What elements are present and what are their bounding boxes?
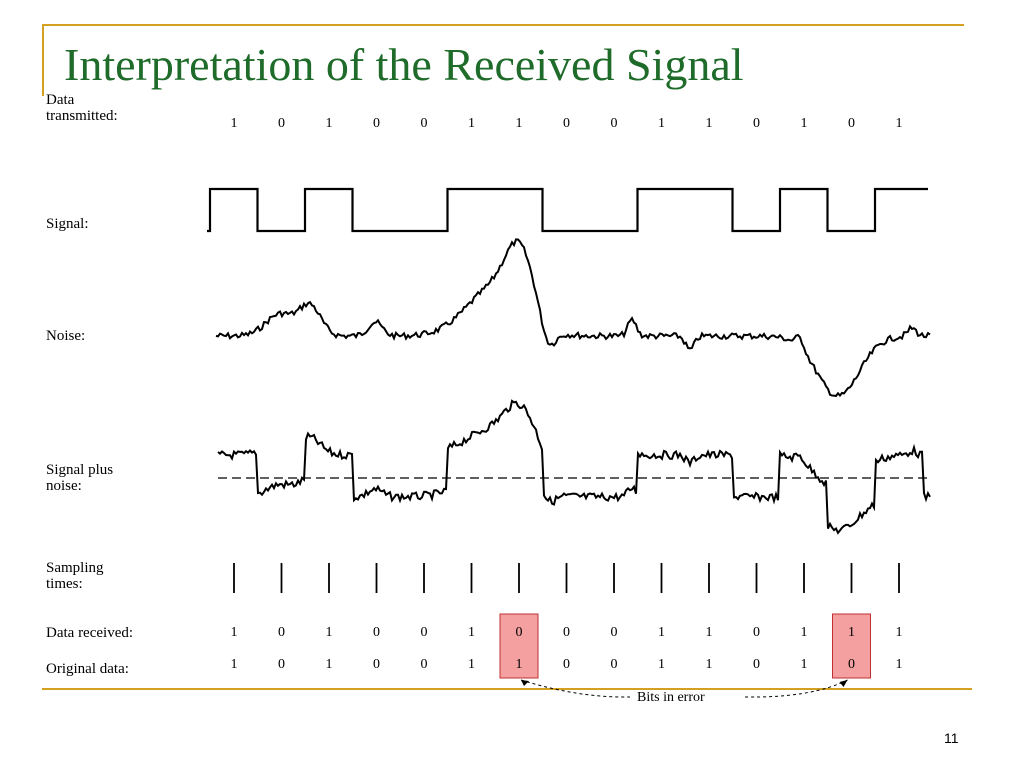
left-accent-rule bbox=[42, 24, 44, 96]
error-arrowhead-left bbox=[521, 680, 529, 686]
transmitted-bit-7: 0 bbox=[563, 116, 570, 131]
slide-title: Interpretation of the Received Signal bbox=[64, 39, 744, 90]
transmitted-bit-6: 1 bbox=[516, 116, 523, 131]
received-bit-12: 1 bbox=[801, 625, 808, 640]
original-bit-0: 1 bbox=[231, 657, 238, 672]
received-bit-13: 1 bbox=[848, 625, 855, 640]
label-data-transmitted: Data transmitted: bbox=[46, 92, 118, 124]
error-boxes bbox=[499, 613, 871, 679]
error-arrow-left bbox=[520, 679, 631, 698]
received-bit-4: 0 bbox=[421, 625, 428, 640]
original-bit-5: 1 bbox=[468, 657, 475, 672]
transmitted-bit-3: 0 bbox=[373, 116, 380, 131]
noise-waveform bbox=[215, 238, 931, 398]
label-signal-plus-noise: Signal plus noise: bbox=[46, 462, 113, 494]
transmitted-bit-4: 0 bbox=[421, 116, 428, 131]
received-bit-10: 1 bbox=[706, 625, 713, 640]
label-signal-plus-noise-line2: noise: bbox=[46, 478, 82, 494]
error-box-1 bbox=[832, 613, 871, 679]
bottom-accent-rule bbox=[42, 688, 972, 690]
original-bit-11: 0 bbox=[753, 657, 760, 672]
error-arrowhead-right bbox=[839, 680, 848, 687]
label-original-data: Original data: bbox=[46, 661, 129, 677]
transmitted-bit-14: 1 bbox=[896, 116, 903, 131]
received-bit-5: 1 bbox=[468, 625, 475, 640]
original-bit-2: 1 bbox=[326, 657, 333, 672]
received-bit-3: 0 bbox=[373, 625, 380, 640]
signal-plus-noise-line bbox=[217, 399, 931, 535]
label-data-received: Data received: bbox=[46, 625, 134, 641]
transmitted-bit-8: 0 bbox=[611, 116, 618, 131]
original-bit-4: 0 bbox=[421, 657, 428, 672]
label-noise: Noise: bbox=[46, 328, 86, 344]
label-sampling-times-line2: times: bbox=[46, 576, 83, 592]
error-box-0 bbox=[499, 613, 539, 679]
row-data-transmitted: 1 0 1 0 0 1 1 0 0 1 1 0 1 0 1 bbox=[231, 116, 903, 131]
received-bit-6: 0 bbox=[516, 625, 523, 640]
transmitted-bit-11: 0 bbox=[753, 116, 760, 131]
transmitted-bit-2: 1 bbox=[326, 116, 333, 131]
error-arrows bbox=[520, 679, 848, 698]
received-bit-7: 0 bbox=[563, 625, 570, 640]
label-sampling-times: Sampling times: bbox=[46, 560, 104, 592]
original-bit-3: 0 bbox=[373, 657, 380, 672]
original-bit-8: 0 bbox=[611, 657, 618, 672]
label-sampling-times-line1: Sampling bbox=[46, 560, 104, 576]
transmitted-bit-10: 1 bbox=[706, 116, 713, 131]
original-bit-14: 1 bbox=[896, 657, 903, 672]
top-accent-rule bbox=[42, 24, 964, 26]
transmitted-bit-12: 1 bbox=[801, 116, 808, 131]
signal-line bbox=[207, 187, 928, 233]
signal-plus-noise-waveform bbox=[217, 399, 931, 535]
original-bit-12: 1 bbox=[801, 657, 808, 672]
transmitted-bit-9: 1 bbox=[658, 116, 665, 131]
received-bit-1: 0 bbox=[278, 625, 285, 640]
bits-in-error-label: Bits in error bbox=[637, 690, 705, 705]
received-bit-11: 0 bbox=[753, 625, 760, 640]
label-data-transmitted-line1: Data bbox=[46, 92, 75, 108]
label-signal-plus-noise-line1: Signal plus bbox=[46, 462, 114, 478]
original-bit-10: 1 bbox=[706, 657, 713, 672]
label-data-transmitted-line2: transmitted: bbox=[46, 108, 118, 124]
original-bit-7: 0 bbox=[563, 657, 570, 672]
row-original-data: 1 0 1 0 0 1 1 0 0 1 1 0 1 0 1 bbox=[231, 657, 903, 672]
label-signal: Signal: bbox=[46, 216, 89, 232]
received-bit-9: 1 bbox=[658, 625, 665, 640]
original-bit-1: 0 bbox=[278, 657, 285, 672]
noise-line bbox=[215, 238, 931, 398]
original-bit-13: 0 bbox=[848, 657, 855, 672]
original-bit-6: 1 bbox=[516, 657, 523, 672]
original-bit-9: 1 bbox=[658, 657, 665, 672]
received-bit-2: 1 bbox=[326, 625, 333, 640]
signal-waveform bbox=[207, 187, 928, 233]
transmitted-bit-1: 0 bbox=[278, 116, 285, 131]
received-bit-14: 1 bbox=[896, 625, 903, 640]
received-bit-0: 1 bbox=[231, 625, 238, 640]
transmitted-bit-5: 1 bbox=[468, 116, 475, 131]
sampling-ticks bbox=[233, 563, 900, 593]
received-bit-8: 0 bbox=[611, 625, 618, 640]
transmitted-bit-0: 1 bbox=[231, 116, 238, 131]
error-arrow-right bbox=[744, 679, 848, 698]
page-number: 11 bbox=[944, 730, 959, 746]
row-data-received: 1 0 1 0 0 1 0 0 0 1 1 0 1 1 1 bbox=[231, 625, 903, 640]
transmitted-bit-13: 0 bbox=[848, 116, 855, 131]
